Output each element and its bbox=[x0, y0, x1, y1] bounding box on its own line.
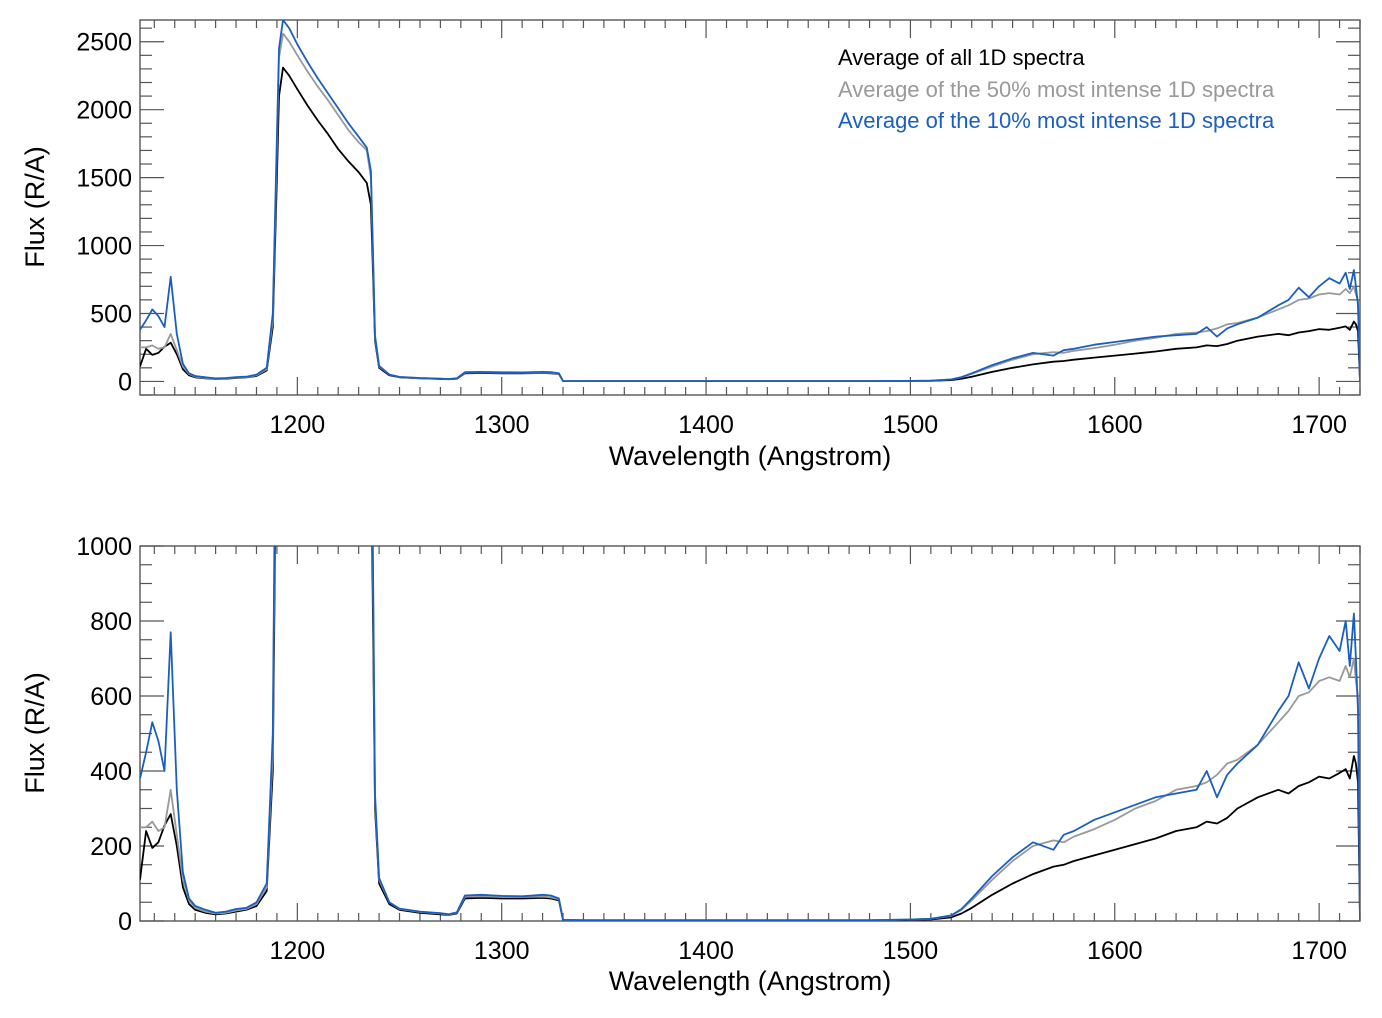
y-tick-label: 200 bbox=[90, 833, 132, 861]
x-tick-label: 1400 bbox=[678, 937, 734, 965]
legend-entry-10pct: Average of the 10% most intense 1D spect… bbox=[838, 108, 1275, 133]
bottom-series-lines bbox=[140, 546, 1360, 921]
legend-entry-50pct: Average of the 50% most intense 1D spect… bbox=[838, 77, 1275, 102]
bottom-ticks bbox=[140, 545, 1361, 922]
x-tick-label: 1600 bbox=[1087, 937, 1143, 965]
y-tick-label: 800 bbox=[90, 608, 132, 636]
bottom-y-tick-labels: 0 200 400 600 800 1000 bbox=[76, 533, 132, 936]
x-tick-label: 1600 bbox=[1087, 411, 1143, 439]
y-tick-label: 2500 bbox=[76, 29, 132, 57]
bottom-x-axis-title: Wavelength (Angstrom) bbox=[609, 966, 892, 996]
x-tick-label: 1700 bbox=[1291, 937, 1347, 965]
top-ticks bbox=[140, 20, 1361, 396]
y-tick-label: 400 bbox=[90, 758, 132, 786]
x-tick-label: 1300 bbox=[474, 411, 530, 439]
x-tick-label: 1500 bbox=[883, 937, 939, 965]
y-tick-label: 1000 bbox=[76, 533, 132, 561]
bottom-y-axis-title: Flux (R/A) bbox=[20, 672, 50, 794]
top-panel: 1200 1300 1400 1500 1600 1700 0 500 1000 1500 200… bbox=[20, 19, 1361, 471]
legend-entry-all: Average of all 1D spectra bbox=[838, 45, 1085, 70]
bottom-panel: 1200 1300 1400 1500 1600 1700 0 200 400 600 800 10… bbox=[20, 533, 1361, 996]
top-plot-frame bbox=[139, 19, 1361, 396]
y-tick-label: 0 bbox=[118, 368, 132, 396]
bottom-plot-frame bbox=[139, 545, 1361, 922]
series-line-50pct bbox=[140, 546, 1360, 921]
y-tick-label: 0 bbox=[118, 908, 132, 936]
series-line-all bbox=[140, 546, 1360, 921]
top-x-tick-labels: 1200 1300 1400 1500 1600 1700 bbox=[270, 411, 1347, 439]
top-y-tick-labels: 0 500 1000 1500 2000 2500 bbox=[76, 29, 132, 397]
y-tick-label: 600 bbox=[90, 683, 132, 711]
top-y-axis-title: Flux (R/A) bbox=[20, 146, 50, 268]
x-tick-label: 1700 bbox=[1291, 411, 1347, 439]
y-tick-label: 1000 bbox=[76, 233, 132, 261]
top-series-lines bbox=[140, 20, 1360, 383]
x-tick-label: 1400 bbox=[678, 411, 734, 439]
series-line-10pct bbox=[140, 20, 1360, 383]
top-x-axis-title: Wavelength (Angstrom) bbox=[609, 441, 892, 471]
legend: Average of all 1D spectra Average of the… bbox=[838, 45, 1275, 133]
x-tick-label: 1500 bbox=[883, 411, 939, 439]
x-tick-label: 1200 bbox=[270, 937, 326, 965]
y-tick-label: 500 bbox=[90, 300, 132, 328]
y-tick-label: 1500 bbox=[76, 165, 132, 193]
series-line-10pct bbox=[140, 546, 1360, 921]
bottom-x-tick-labels: 1200 1300 1400 1500 1600 1700 bbox=[270, 937, 1347, 965]
x-tick-label: 1200 bbox=[270, 411, 326, 439]
x-tick-label: 1300 bbox=[474, 937, 530, 965]
y-tick-label: 2000 bbox=[76, 97, 132, 125]
